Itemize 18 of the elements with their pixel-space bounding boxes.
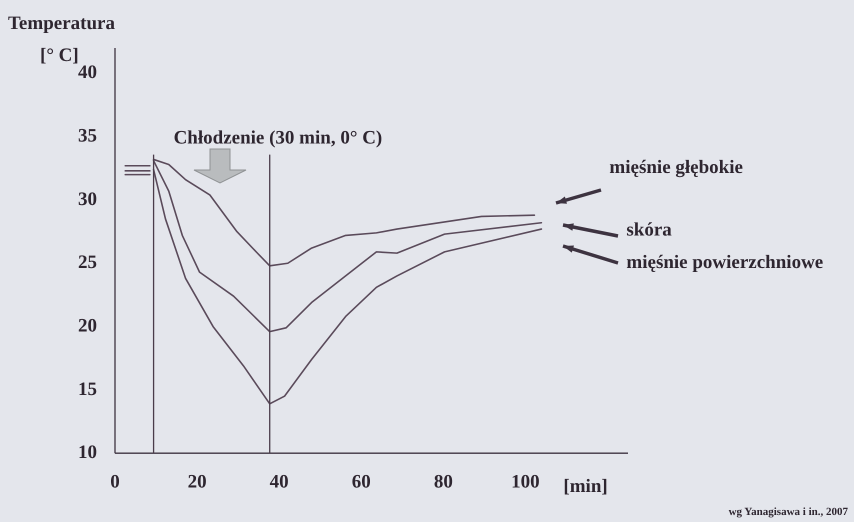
y-tick-label: 25: [78, 252, 97, 274]
annotation: Chłodzenie (30 min, 0° C): [174, 128, 382, 149]
text: wg Yanagisawa i in., 2007: [728, 506, 848, 518]
x-tick-label: 60: [352, 472, 371, 493]
y-tick-label: 15: [78, 378, 97, 400]
x-tick-label: 80: [434, 472, 453, 493]
text: skóra: [626, 220, 672, 241]
y-tick-label: 30: [78, 188, 97, 210]
y-tick-label: 20: [78, 315, 97, 336]
y-tick-label: 10: [78, 442, 97, 464]
text: mięśnie powierzchniowe: [626, 252, 824, 273]
x-tick-label: 20: [188, 472, 207, 493]
y-tick-label: 35: [78, 126, 97, 147]
text: mięśnie głębokie: [609, 157, 743, 178]
x-tick-label: 100: [511, 472, 540, 493]
x-axis-title: [min]: [563, 476, 608, 498]
x-tick-label: 40: [270, 472, 289, 493]
x-tick-label: 0: [110, 472, 120, 493]
